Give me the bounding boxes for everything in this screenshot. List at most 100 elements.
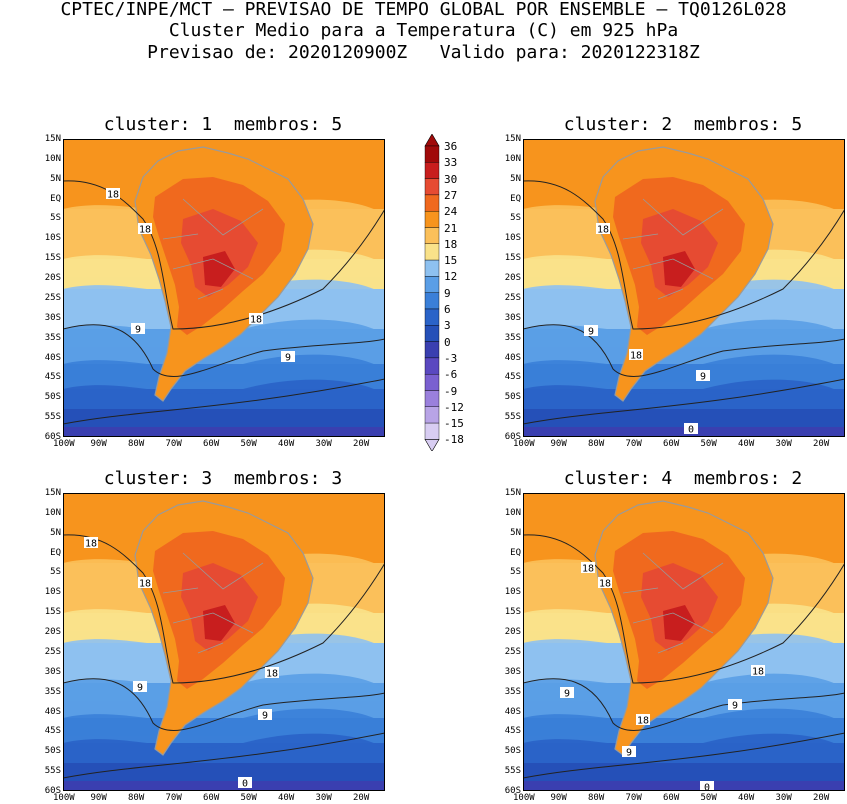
lat-tick-label: 55S bbox=[504, 412, 521, 423]
lat-tick-label: 10N bbox=[504, 507, 521, 518]
contour-label: 18 bbox=[636, 714, 650, 727]
lat-tick-label: EQ bbox=[50, 547, 61, 558]
colorbar-label: -6 bbox=[444, 368, 458, 382]
header-line-3: Previsao de: 2020120900Z Valido para: 20… bbox=[147, 42, 700, 63]
lat-tick-label: 5N bbox=[510, 173, 521, 184]
country-border bbox=[172, 258, 254, 280]
contour-line bbox=[523, 378, 845, 425]
lat-tick-label: 10N bbox=[504, 153, 521, 164]
lat-tick-label: 50S bbox=[44, 746, 61, 757]
colorbar bbox=[424, 133, 440, 455]
svg-text:18: 18 bbox=[85, 539, 97, 550]
lat-tick-label: 40S bbox=[504, 352, 521, 363]
contour-label: 9 bbox=[133, 681, 147, 694]
svg-text:0: 0 bbox=[242, 779, 248, 790]
contour-line bbox=[523, 324, 845, 377]
colorbar-label: 21 bbox=[444, 221, 458, 235]
lon-tick-label: 40W bbox=[278, 439, 295, 449]
map-frame bbox=[523, 493, 845, 791]
contour-label: 9 bbox=[728, 699, 742, 712]
colorbar-segment bbox=[424, 341, 440, 359]
temperature-band bbox=[523, 781, 845, 791]
svg-text:9: 9 bbox=[732, 701, 738, 712]
country-border bbox=[642, 198, 724, 236]
lat-tick-label: 20S bbox=[504, 627, 521, 638]
country-border bbox=[182, 198, 264, 236]
colorbar-label: -15 bbox=[444, 417, 464, 431]
lon-tick-label: 50W bbox=[240, 793, 257, 803]
panel-title-2: cluster: 2 membros: 5 bbox=[563, 114, 803, 135]
colorbar-label: -18 bbox=[444, 433, 464, 447]
svg-text:0: 0 bbox=[688, 425, 694, 436]
colorbar-label: 24 bbox=[444, 205, 458, 219]
colorbar-label: 30 bbox=[444, 172, 458, 186]
colorbar-label: 3 bbox=[444, 319, 451, 333]
lat-tick-label: 20S bbox=[44, 273, 61, 284]
colorbar-label: 0 bbox=[444, 335, 451, 349]
temperature-band-edge bbox=[63, 354, 385, 382]
map-panel-1: 18 18 18 9 9 bbox=[63, 139, 385, 437]
lon-tick-label: 30W bbox=[315, 793, 332, 803]
lon-tick-label: 40W bbox=[738, 439, 755, 449]
colorbar-segment bbox=[424, 227, 440, 244]
colorbar-label: 36 bbox=[444, 140, 458, 153]
contour-label: 9 bbox=[622, 746, 636, 759]
contour-label: 0 bbox=[700, 781, 714, 791]
lon-tick-label: 80W bbox=[128, 793, 145, 803]
colorbar-segment bbox=[424, 276, 440, 293]
lon-tick-label: 90W bbox=[90, 793, 107, 803]
lon-tick-label: 20W bbox=[813, 793, 830, 803]
lon-tick-label: 30W bbox=[775, 793, 792, 803]
colorbar-segment bbox=[424, 210, 440, 228]
contour-label: 18 bbox=[629, 349, 643, 362]
svg-text:9: 9 bbox=[137, 683, 143, 694]
colorbar-segment bbox=[424, 292, 440, 310]
lat-tick-label: 55S bbox=[44, 766, 61, 777]
lat-tick-label: 15S bbox=[44, 253, 61, 264]
map-frame bbox=[523, 139, 845, 437]
lat-tick-label: 60S bbox=[44, 432, 61, 442]
svg-text:18: 18 bbox=[597, 225, 609, 236]
panel-title-4: cluster: 4 membros: 2 bbox=[563, 468, 803, 489]
contour-line bbox=[63, 534, 385, 684]
contour-label: 9 bbox=[131, 323, 145, 336]
temperature-band bbox=[523, 763, 845, 781]
lat-tick-label: 15S bbox=[504, 607, 521, 618]
country-border bbox=[622, 587, 659, 594]
header-line-2: Cluster Medio para a Temperatura (C) em … bbox=[168, 20, 679, 41]
contour-label: 0 bbox=[238, 777, 252, 790]
country-border bbox=[182, 552, 264, 590]
contour-label: 18 bbox=[598, 577, 612, 590]
lat-tick-label: 30S bbox=[44, 312, 61, 323]
contour-line bbox=[523, 732, 845, 779]
temperature-band-edge bbox=[523, 354, 845, 382]
colorbar-bottom-arrow bbox=[424, 439, 440, 452]
temperature-band-edge bbox=[63, 708, 385, 736]
country-border bbox=[162, 233, 199, 240]
lat-tick-label: 20S bbox=[504, 273, 521, 284]
lat-tick-label: 15N bbox=[504, 134, 521, 144]
lat-tick-label: 40S bbox=[504, 706, 521, 717]
contour-label: 18 bbox=[106, 188, 120, 201]
contour-line bbox=[523, 534, 845, 684]
lat-tick-label: 5S bbox=[50, 213, 61, 224]
colorbar-segment bbox=[424, 145, 440, 163]
lon-tick-label: 70W bbox=[165, 439, 182, 449]
lon-tick-label: 100W bbox=[53, 793, 75, 803]
lon-tick-label: 50W bbox=[700, 439, 717, 449]
contour-label: 9 bbox=[584, 325, 598, 338]
lat-tick-label: 5S bbox=[510, 567, 521, 578]
contour-line bbox=[63, 378, 385, 425]
contour-label: 9 bbox=[258, 709, 272, 722]
svg-text:9: 9 bbox=[588, 327, 594, 338]
country-border bbox=[197, 288, 224, 300]
colorbar-label: 6 bbox=[444, 303, 451, 316]
country-border bbox=[197, 642, 224, 654]
country-border bbox=[172, 612, 254, 634]
lat-tick-label: 5S bbox=[50, 567, 61, 578]
colorbar-segment bbox=[424, 422, 440, 440]
map-panel-3: 18 18 9 18 9 0 bbox=[63, 493, 385, 791]
svg-text:18: 18 bbox=[250, 315, 262, 326]
continent-core-field bbox=[663, 251, 695, 287]
lat-tick-label: 10N bbox=[44, 153, 61, 164]
